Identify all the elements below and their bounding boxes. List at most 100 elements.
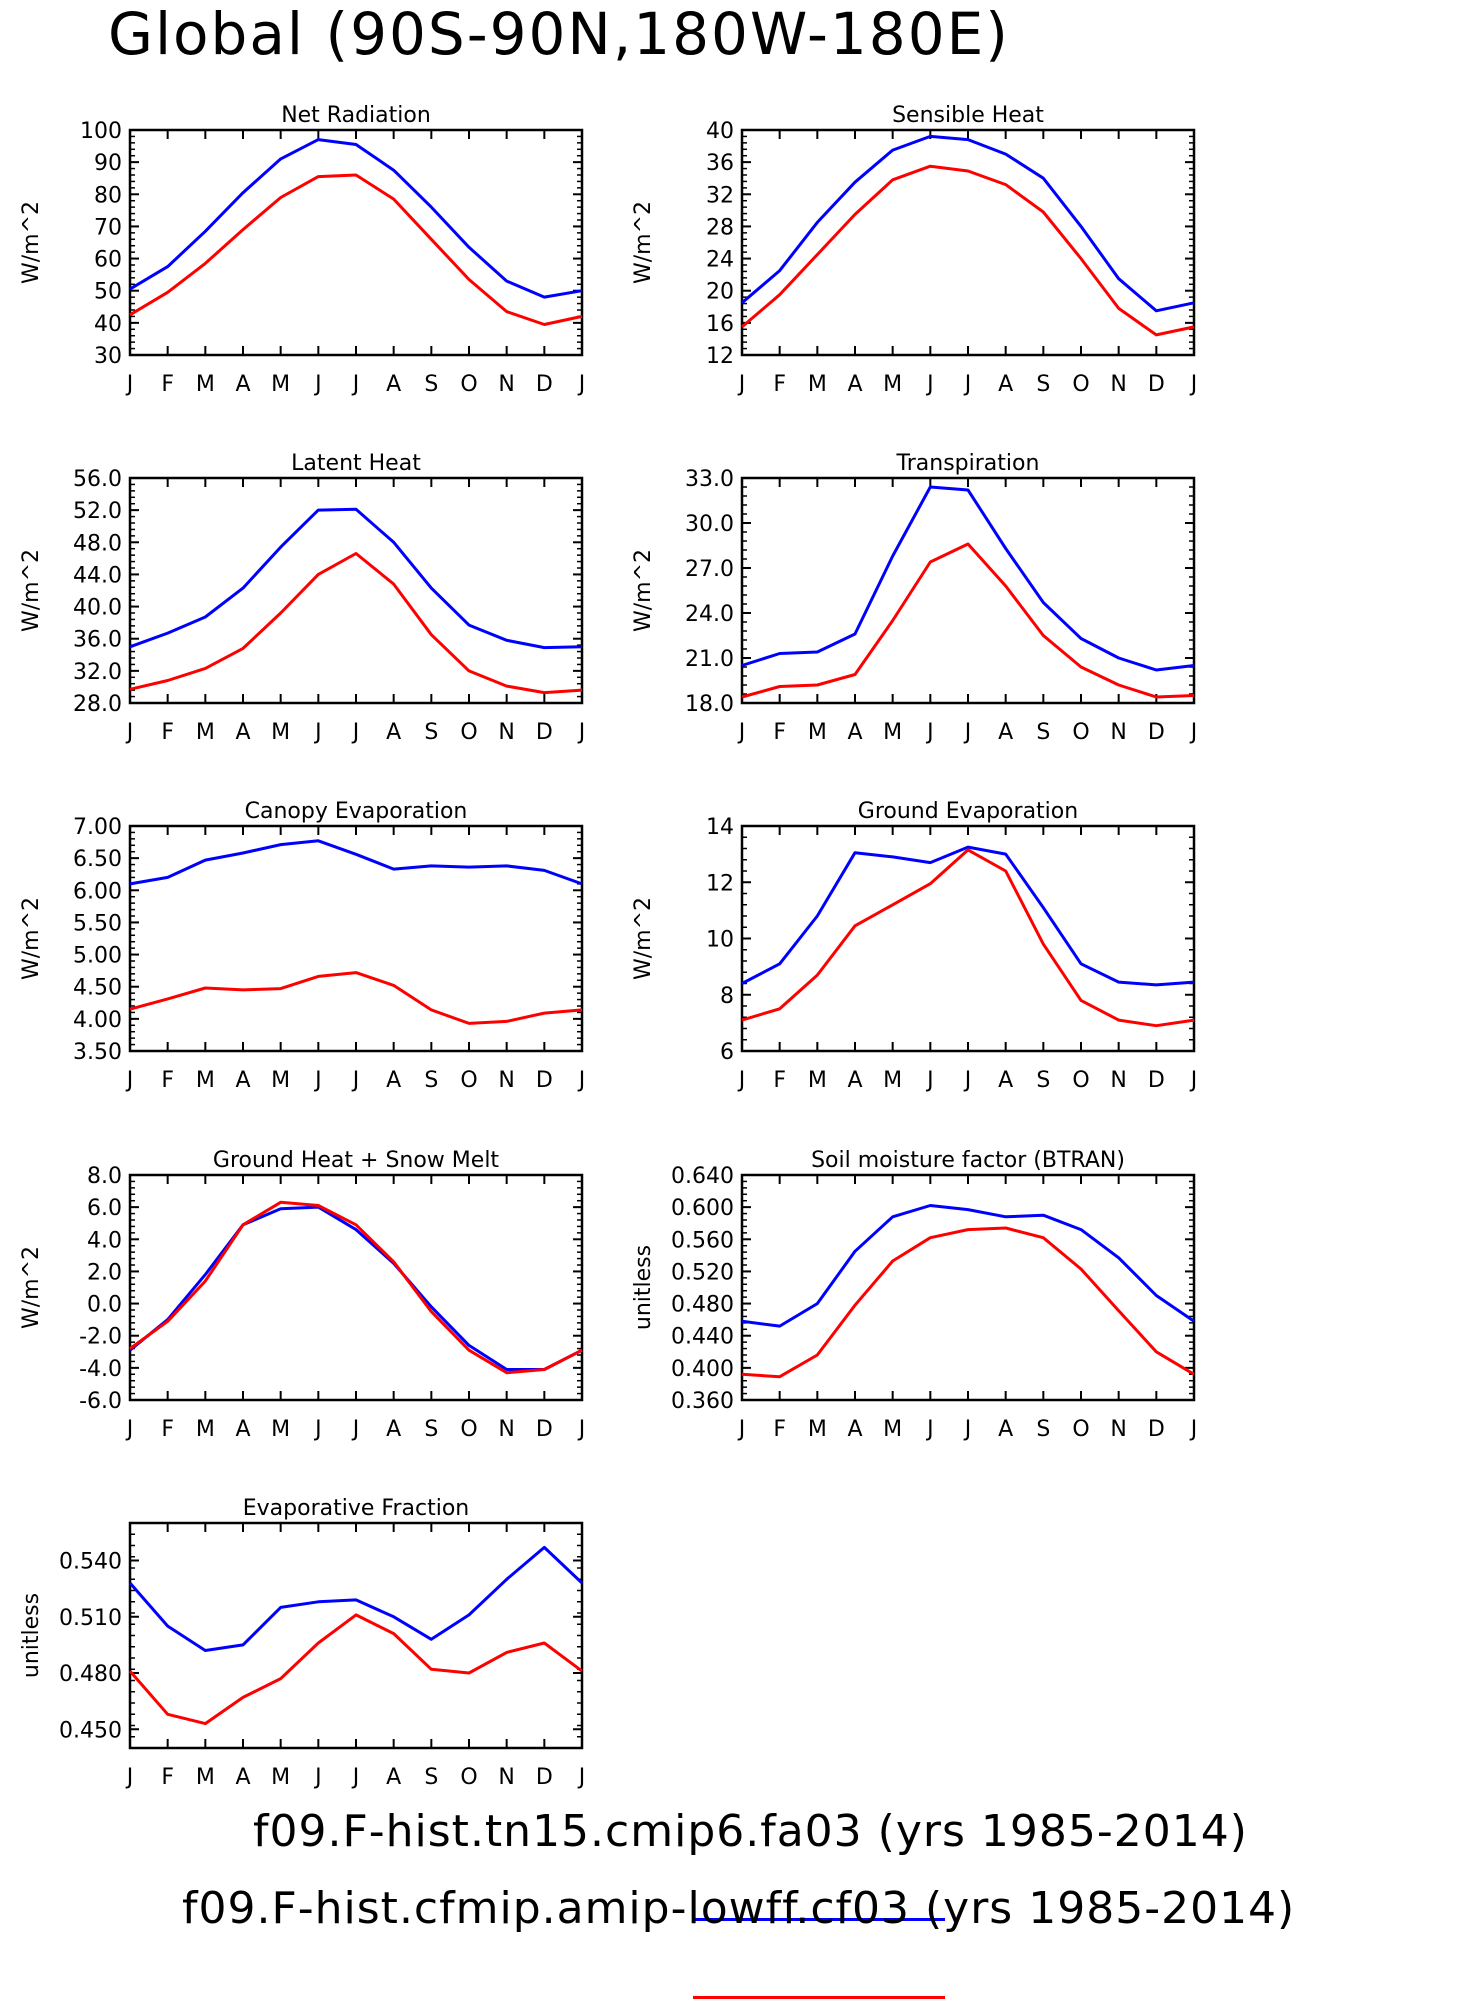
- y-tick-label: 8.0: [87, 1164, 122, 1189]
- y-tick-label: 10: [706, 928, 734, 953]
- y-tick-label: 90: [94, 151, 122, 176]
- series-line-2: [741, 1226, 1195, 1379]
- x-tick-label: D: [536, 1417, 553, 1442]
- y-tick-label: 3.50: [73, 1040, 122, 1065]
- x-tick-label: S: [1036, 372, 1050, 397]
- x-tick-label: S: [424, 720, 438, 745]
- y-tick-label: 0.540: [59, 1550, 122, 1575]
- chart-title: Evaporative Fraction: [243, 1496, 469, 1521]
- y-tick-label: 60: [94, 248, 122, 273]
- legend-entry-1-swatch: [693, 1918, 945, 1921]
- chart-panel-9: Evaporative Fraction unitless 0.450 0.480 0.…: [19, 1496, 585, 1790]
- y-tick-label: 52.0: [73, 499, 122, 524]
- x-tick-label: A: [235, 372, 250, 397]
- y-tick-label: 50: [94, 280, 122, 305]
- chart-title: Sensible Heat: [892, 103, 1044, 128]
- x-tick-label: A: [235, 720, 250, 745]
- x-tick-label: J: [125, 1068, 134, 1093]
- y-tick-label: 80: [94, 183, 122, 208]
- x-tick-label: N: [498, 720, 514, 745]
- y-tick-label: 40: [94, 312, 122, 337]
- series-line-1: [129, 507, 583, 650]
- x-tick-label: O: [1072, 1068, 1089, 1093]
- series-line-2: [129, 1200, 583, 1375]
- x-tick-label: N: [498, 1068, 514, 1093]
- x-tick-label: J: [1189, 1068, 1198, 1093]
- y-axis-label: unitless: [19, 1593, 44, 1678]
- y-tick-label: 24.0: [685, 602, 734, 627]
- x-tick-label: A: [847, 1068, 862, 1093]
- y-tick-label: 100: [80, 119, 122, 144]
- x-tick-label: M: [196, 1765, 215, 1790]
- x-tick-label: J: [351, 1765, 360, 1790]
- y-tick-label: 56.0: [73, 467, 122, 492]
- plot-frame: [128, 824, 584, 1053]
- y-tick-label: 32: [706, 183, 734, 208]
- x-tick-label: F: [161, 720, 174, 745]
- x-tick-label: J: [963, 720, 972, 745]
- x-tick-label: M: [883, 1068, 902, 1093]
- x-tick-label: J: [963, 1068, 972, 1093]
- x-tick-label: N: [1110, 1417, 1126, 1442]
- x-tick-label: J: [125, 1417, 134, 1442]
- y-tick-label: 6.0: [87, 1196, 122, 1221]
- series-line-2: [741, 164, 1195, 337]
- chart-title: Canopy Evaporation: [245, 799, 468, 824]
- plot-frame: [740, 128, 1196, 357]
- x-tick-label: F: [773, 1417, 786, 1442]
- x-tick-label: M: [271, 720, 290, 745]
- x-tick-label: A: [847, 372, 862, 397]
- x-tick-label: D: [1148, 372, 1165, 397]
- series-line-2: [741, 542, 1195, 699]
- y-axis-label: W/m^2: [19, 897, 44, 980]
- x-tick-label: M: [883, 720, 902, 745]
- y-tick-label: 28: [706, 215, 734, 240]
- chart-title: Latent Heat: [291, 451, 421, 476]
- x-tick-label: N: [498, 372, 514, 397]
- y-tick-label: 28.0: [73, 692, 122, 717]
- x-tick-label: A: [847, 720, 862, 745]
- series-line-1: [741, 134, 1195, 313]
- x-tick-label: J: [963, 1417, 972, 1442]
- y-tick-label: 44.0: [73, 563, 122, 588]
- plot-frame: [128, 128, 584, 357]
- x-tick-label: F: [161, 1417, 174, 1442]
- x-tick-label: M: [808, 1417, 827, 1442]
- y-tick-label: 18.0: [685, 692, 734, 717]
- x-tick-label: A: [386, 372, 401, 397]
- y-tick-label: 6.50: [73, 847, 122, 872]
- x-tick-label: M: [883, 372, 902, 397]
- x-tick-label: J: [737, 1068, 746, 1093]
- x-tick-label: M: [196, 372, 215, 397]
- x-tick-label: O: [1072, 372, 1089, 397]
- chart-panel-5: Canopy Evaporation W/m^2 3.50 4.00 4.50 5.00 5…: [19, 799, 585, 1093]
- x-tick-label: O: [460, 1068, 477, 1093]
- y-tick-label: 5.50: [73, 911, 122, 936]
- y-axis-label: W/m^2: [631, 201, 656, 284]
- x-tick-label: S: [1036, 720, 1050, 745]
- x-tick-label: O: [460, 372, 477, 397]
- y-tick-label: 48.0: [73, 531, 122, 556]
- x-tick-label: A: [386, 1068, 401, 1093]
- y-tick-label: 4.50: [73, 976, 122, 1001]
- x-tick-label: D: [1148, 720, 1165, 745]
- x-tick-label: J: [577, 1417, 586, 1442]
- x-tick-label: J: [925, 1417, 934, 1442]
- x-tick-label: N: [498, 1765, 514, 1790]
- y-axis-label: W/m^2: [631, 897, 656, 980]
- y-tick-label: 16: [706, 312, 734, 337]
- x-tick-label: J: [577, 720, 586, 745]
- y-axis-label: W/m^2: [631, 549, 656, 632]
- y-tick-label: 2.0: [87, 1260, 122, 1285]
- x-tick-label: N: [1110, 372, 1126, 397]
- chart-title: Ground Heat + Snow Melt: [213, 1148, 500, 1173]
- x-tick-label: A: [998, 720, 1013, 745]
- x-tick-label: M: [808, 372, 827, 397]
- x-tick-label: S: [424, 372, 438, 397]
- series-line-1: [129, 138, 583, 299]
- y-tick-label: 6.00: [73, 879, 122, 904]
- y-tick-label: 8: [720, 984, 734, 1009]
